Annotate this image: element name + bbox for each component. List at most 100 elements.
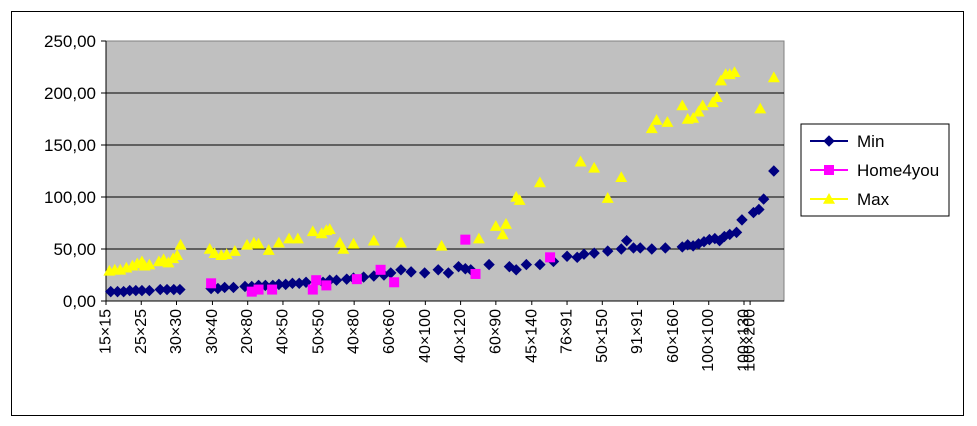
x-tick-label: 30×30	[168, 309, 185, 354]
legend-marker	[823, 193, 835, 204]
max-point	[472, 232, 485, 244]
home4you-point	[246, 286, 257, 297]
max-point	[489, 220, 502, 231]
home4you-point	[307, 284, 318, 295]
min-point	[483, 258, 495, 271]
max-point	[272, 236, 285, 248]
max-point	[533, 176, 546, 188]
max-point	[692, 105, 705, 117]
max-point	[645, 122, 658, 134]
max-point	[262, 244, 275, 255]
x-tick-label: 60×160	[665, 309, 682, 363]
max-point	[661, 116, 674, 127]
min-point	[578, 248, 590, 260]
max-point	[496, 228, 509, 240]
max-point	[615, 171, 628, 183]
min-point	[534, 258, 546, 271]
min-point	[330, 274, 343, 286]
home4you-point	[375, 264, 386, 275]
max-point	[171, 249, 184, 261]
x-tick-label: 25×25	[133, 309, 150, 354]
max-point	[435, 239, 448, 251]
x-tick-label: 91×91	[629, 309, 646, 354]
min-point	[143, 284, 156, 297]
min-point	[395, 264, 407, 276]
x-tick-label: 40×120	[452, 309, 469, 363]
max-point	[513, 194, 526, 205]
x-tick-label: 45×140	[523, 309, 540, 363]
home4you-point	[389, 277, 400, 288]
x-tick-label: 15×15	[98, 309, 115, 354]
x-tick-label: 40×80	[346, 309, 363, 354]
x-tick-label: 100×200	[742, 309, 759, 372]
min-point	[174, 283, 186, 296]
min-point	[768, 165, 780, 177]
max-point	[220, 248, 233, 259]
y-tick-label: 100,00	[44, 188, 96, 207]
max-point	[500, 218, 513, 229]
x-tick-label: 50×150	[594, 309, 611, 363]
legend-label: Home4you	[857, 161, 939, 180]
min-point	[520, 258, 533, 271]
max-point	[291, 232, 304, 244]
x-tick-label: 60×90	[487, 309, 504, 354]
min-point	[227, 281, 240, 294]
y-tick-label: 250,00	[44, 32, 96, 51]
min-point	[620, 234, 633, 247]
max-point	[574, 155, 587, 167]
max-point	[687, 111, 700, 123]
max-point	[347, 237, 360, 249]
min-point	[753, 203, 765, 216]
min-point	[432, 264, 444, 276]
max-point	[714, 74, 727, 86]
max-point	[208, 247, 221, 258]
home4you-point	[206, 278, 217, 289]
home4you-point	[351, 274, 362, 285]
max-point	[283, 232, 296, 244]
home4you-point	[460, 234, 471, 245]
y-tick-label: 0,00	[63, 292, 96, 311]
legend-label: Min	[857, 132, 884, 151]
x-tick-label: 60×60	[381, 309, 398, 354]
home4you-point	[311, 275, 322, 286]
home4you-point	[267, 284, 278, 295]
home4you-point	[470, 268, 481, 279]
y-tick-label: 150,00	[44, 136, 96, 155]
scatter-chart: 0,00 50,00 100,00 150,00 200,00 250,00 15×15 25…	[44, 32, 950, 372]
legend-label: Max	[857, 190, 890, 209]
min-point	[646, 243, 658, 255]
max-point	[710, 91, 723, 102]
x-tick-label: 30×40	[204, 309, 221, 354]
x-tick-label: 76×91	[559, 309, 576, 354]
max-point	[337, 243, 350, 254]
min-point	[442, 267, 455, 279]
home4you-point	[253, 284, 264, 295]
min-point	[561, 250, 573, 262]
max-point	[315, 227, 328, 239]
max-point	[650, 114, 663, 125]
max-point	[367, 234, 380, 246]
max-point	[252, 237, 265, 249]
chart-frame: 0,00 50,00 100,00 150,00 200,00 250,00 15×15 25…	[11, 11, 964, 416]
x-tick-label: 100×130	[735, 309, 752, 372]
max-point	[696, 99, 709, 111]
min-point	[634, 242, 646, 254]
max-point	[306, 225, 319, 237]
max-point	[323, 223, 336, 235]
max-point	[143, 258, 156, 270]
plot-area	[105, 40, 785, 302]
min-point	[136, 284, 148, 297]
home4you-point	[321, 280, 332, 291]
min-point	[730, 226, 743, 239]
x-tick-label: 100×100	[700, 309, 717, 372]
max-point	[588, 161, 601, 173]
max-point	[174, 238, 187, 250]
max-point	[676, 99, 689, 111]
home4you-point	[545, 252, 556, 263]
x-tick-label: 50×50	[310, 309, 327, 354]
min-point	[757, 193, 770, 205]
max-point	[228, 245, 241, 256]
max-point	[601, 192, 614, 203]
min-point	[510, 264, 522, 276]
min-point	[218, 281, 231, 294]
